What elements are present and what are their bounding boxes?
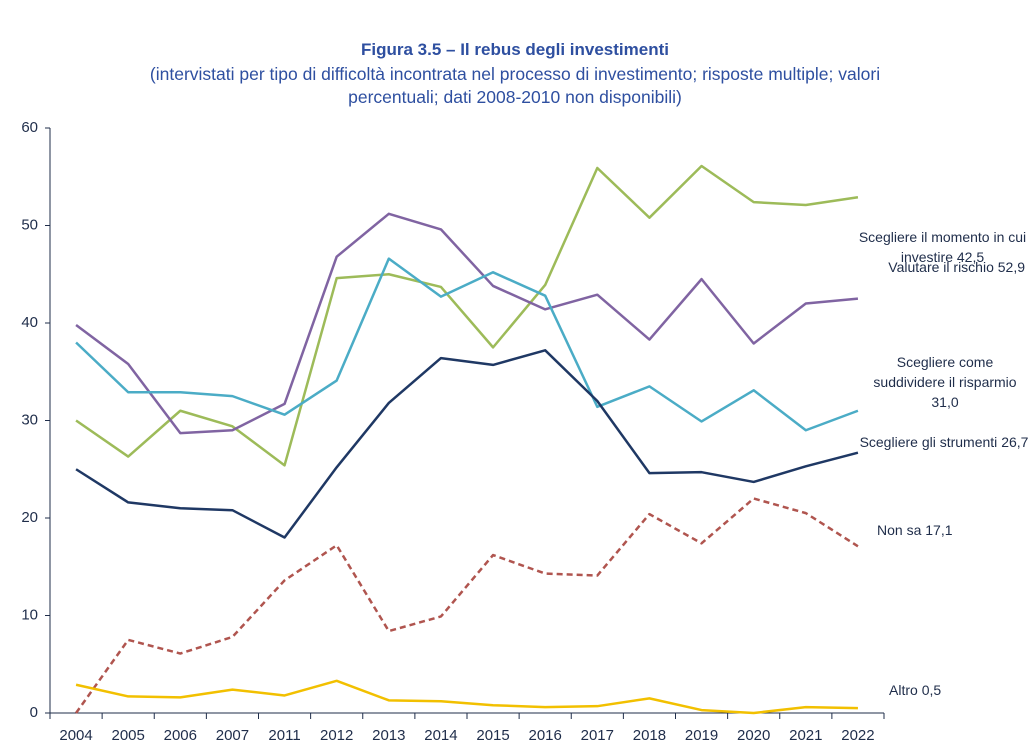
series-label: Valutare il rischio 52,9	[860, 257, 1025, 277]
series-line	[75, 212, 859, 435]
legend-entry: Non sa	[877, 522, 922, 538]
series-label: Scegliere come suddividere il risparmio …	[860, 352, 1030, 412]
y-tick-label: 50	[21, 216, 38, 233]
x-tick-label: 2020	[737, 727, 770, 744]
chart-title: Figura 3.5 – Il rebus degli investimenti	[361, 40, 669, 59]
series-line	[75, 679, 858, 715]
x-tick-label: 2013	[372, 727, 405, 744]
data-label: 42,5	[956, 249, 985, 265]
series-label: Altro 0,5	[889, 680, 969, 700]
y-tick-label: 0	[30, 704, 38, 721]
y-tick-label: 30	[21, 411, 38, 428]
chart-subtitle: (intervistati per tipo di difficoltà inc…	[149, 64, 881, 107]
x-tick-label: 2012	[320, 727, 353, 744]
y-tick-label: 10	[21, 606, 38, 623]
data-label: 0,5	[921, 682, 942, 698]
y-tick-label: 20	[21, 509, 38, 526]
series-line	[75, 164, 859, 467]
series-line	[75, 257, 859, 432]
series-line	[75, 497, 859, 714]
legend-entry: Altro	[889, 682, 918, 698]
series-label: Scegliere il momento in cui investire 42…	[855, 227, 1030, 267]
x-tick-label: 2004	[59, 727, 92, 744]
data-label: 26,7	[1001, 434, 1029, 450]
x-tick-label: 2014	[424, 727, 457, 744]
x-tick-label: 2016	[529, 727, 562, 744]
series-line	[75, 349, 859, 539]
legend-entry: Scegliere come suddividere il risparmio	[873, 354, 1017, 390]
x-tick-label: 2017	[581, 727, 614, 744]
x-tick-label: 2019	[685, 727, 718, 744]
series-label: Non sa 17,1	[877, 520, 987, 540]
series-label: Scegliere gli strumenti 26,7	[858, 432, 1030, 452]
y-tick-label: 40	[21, 314, 38, 331]
x-tick-label: 2005	[112, 727, 145, 744]
x-tick-label: 2018	[633, 727, 666, 744]
x-tick-label: 2021	[789, 727, 822, 744]
x-tick-label: 2006	[164, 727, 197, 744]
data-label: 31,0	[931, 394, 959, 410]
legend-entry: Scegliere il momento in cui investire	[858, 229, 1027, 265]
legend-entry: Scegliere gli strumenti	[859, 434, 998, 450]
data-label: 52,9	[997, 259, 1025, 275]
x-tick-label: 2022	[841, 727, 874, 744]
x-tick-label: 2015	[476, 727, 509, 744]
x-tick-label: 2011	[268, 727, 300, 744]
data-label: 17,1	[925, 522, 953, 538]
legend-entry: Valutare il rischio	[888, 259, 994, 275]
y-tick-label: 60	[21, 119, 38, 136]
x-tick-label: 2007	[216, 727, 249, 744]
